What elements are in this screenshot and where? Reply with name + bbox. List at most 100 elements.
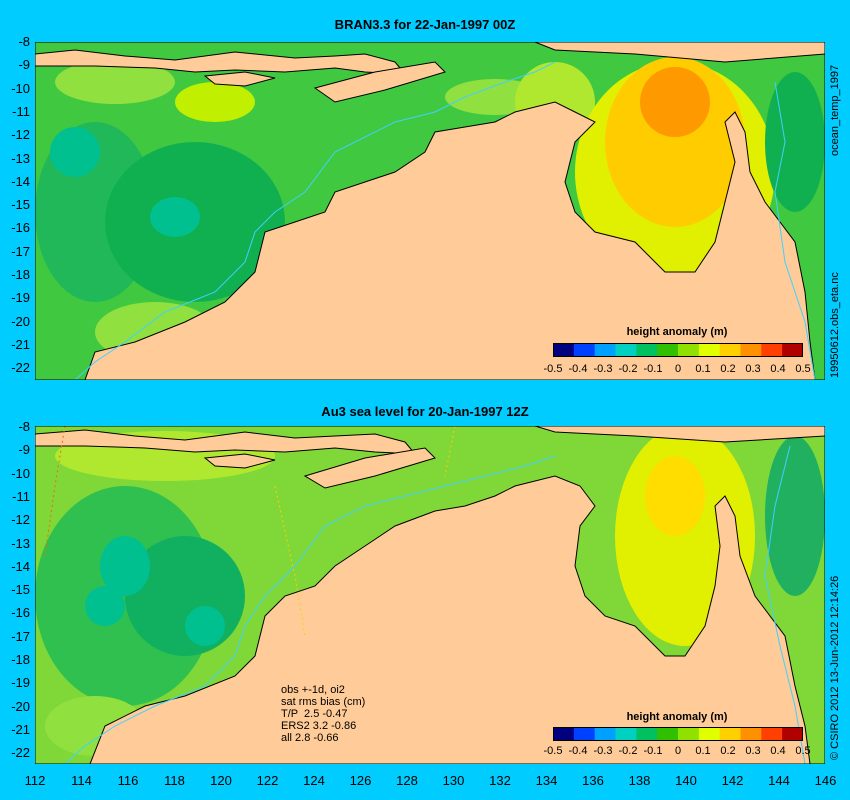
anomaly-teal — [185, 606, 225, 646]
colorbar-swatch — [740, 727, 762, 741]
colorbar-tick-label: -0.1 — [643, 363, 663, 375]
colorbar-title: height anomaly (m) — [626, 326, 728, 338]
colorbar-swatch — [553, 343, 575, 357]
colorbar-swatch — [657, 727, 679, 741]
colorbar-swatch — [636, 343, 658, 357]
stats-line: obs +-1d, oi2 — [281, 684, 345, 696]
y-tick-label: -16 — [11, 220, 30, 236]
colorbar-tick-label: -0.2 — [618, 363, 638, 375]
colorbar-swatch — [719, 727, 741, 741]
x-tick-label: 114 — [71, 773, 92, 788]
colorbar-tick-label: -0.5 — [543, 745, 563, 757]
x-tick-label: 112 — [24, 773, 46, 788]
colorbar-tick-label: -0.3 — [593, 363, 613, 375]
island — [203, 71, 276, 87]
x-tick-label: 146 — [814, 773, 837, 788]
colorbar — [553, 343, 803, 357]
y-tick-label: -19 — [11, 675, 30, 691]
colorbar-tick-label: 0.1 — [695, 363, 711, 375]
y-tick-label: -18 — [11, 652, 30, 667]
colorbar-tick-label: 0.3 — [745, 363, 761, 375]
shelf-contour — [74, 61, 556, 380]
y-tick-label: -17 — [11, 243, 30, 259]
y-tick-label: -20 — [11, 698, 30, 714]
anomaly-teal — [100, 536, 150, 596]
colorbar-swatch — [782, 727, 803, 741]
satellite-track — [44, 426, 66, 557]
colorbar-swatch — [740, 343, 762, 357]
colorbar-swatch — [657, 343, 679, 357]
colorbar-swatch — [615, 343, 637, 357]
x-tick-label: 138 — [628, 773, 651, 788]
map-panel-bran — [35, 42, 825, 380]
anomaly-yellow-green — [175, 82, 255, 122]
colorbar-swatch — [573, 343, 596, 357]
map-panel-au3 — [35, 426, 825, 764]
island — [203, 453, 276, 469]
y-tick-label: -10 — [11, 80, 30, 96]
colorbar-tick-label: 0.2 — [720, 745, 736, 757]
side-label-top: ocean_temp_1997 — [829, 64, 841, 156]
x-tick-label: 140 — [675, 773, 697, 788]
colorbar-swatch — [594, 343, 616, 357]
colorbar-tick-label: 0.3 — [745, 745, 761, 757]
x-tick-label: 118 — [164, 773, 185, 788]
y-tick-label: -19 — [11, 290, 30, 306]
y-tick-label: -22 — [11, 360, 30, 376]
y-tick-label: -12 — [11, 512, 30, 528]
colorbar-tick-label: -0.4 — [568, 745, 588, 757]
colorbar-tick-label: -0.1 — [643, 745, 663, 757]
colorbar-swatch — [615, 727, 637, 741]
colorbar — [553, 727, 803, 741]
x-tick-label: 142 — [721, 773, 744, 788]
colorbar-tick-label: 0.5 — [795, 745, 811, 757]
x-tick-label: 116 — [117, 773, 139, 788]
y-tick-label: -15 — [11, 197, 30, 213]
stats-line: ERS2 3.2 -0.86 — [281, 720, 357, 732]
colorbar-tick-label: -0.4 — [568, 363, 588, 375]
australia-land — [89, 475, 811, 764]
y-tick-label: -18 — [11, 267, 30, 282]
colorbar-swatch — [698, 727, 721, 741]
colorbar-tick-label: 0.1 — [695, 745, 711, 757]
y-tick-label: -14 — [11, 558, 30, 574]
colorbar-swatch — [761, 343, 783, 357]
y-tick-label: -14 — [11, 173, 30, 189]
colorbar-tick-label: 0.2 — [720, 363, 736, 375]
colorbar-swatch — [719, 343, 741, 357]
y-tick-label: -10 — [11, 465, 30, 481]
y-tick-label: -13 — [11, 535, 30, 551]
anomaly-dark-green — [765, 436, 825, 596]
y-tick-label: -12 — [11, 127, 30, 143]
colorbar-tick-label: 0.4 — [770, 745, 786, 757]
colorbar-tick-label: -0.5 — [543, 363, 563, 375]
x-tick-label: 120 — [210, 773, 232, 788]
side-label-bottom: © CSIRO 2012 13-Jun-2012 12:14:26 — [829, 575, 841, 760]
shelf-contour — [64, 455, 556, 764]
side-label-middle: 19950612.obs_eta.nc — [829, 272, 841, 378]
colorbar-swatch — [761, 727, 783, 741]
anomaly-orange — [640, 67, 710, 137]
colorbar-swatch — [698, 343, 721, 357]
colorbar-title: height anomaly (m) — [626, 711, 728, 723]
stats-line: all 2.8 -0.66 — [281, 732, 339, 744]
y-tick-label: -20 — [11, 313, 30, 329]
satellite-track — [274, 485, 306, 637]
colorbar-swatch — [678, 343, 700, 357]
new-guinea-land — [534, 42, 825, 63]
anomaly-teal — [85, 586, 125, 626]
colorbar-swatch — [573, 727, 596, 741]
timor-island — [313, 61, 446, 103]
shelf-contour — [764, 445, 806, 764]
y-tick-label: -11 — [12, 488, 30, 504]
colorbar-tick-label: 0 — [674, 363, 682, 375]
colorbar-swatch — [594, 727, 616, 741]
anomaly-light-green — [55, 60, 175, 104]
shelf-contour — [774, 81, 816, 380]
x-tick-label: 126 — [349, 773, 372, 788]
panel-1-title: BRAN3.3 for 22-Jan-1997 00Z — [334, 17, 516, 32]
y-tick-label: -9 — [18, 57, 30, 73]
x-tick-label: 124 — [303, 773, 325, 788]
y-tick-label: -15 — [11, 582, 30, 598]
colorbar-swatch — [678, 727, 700, 741]
